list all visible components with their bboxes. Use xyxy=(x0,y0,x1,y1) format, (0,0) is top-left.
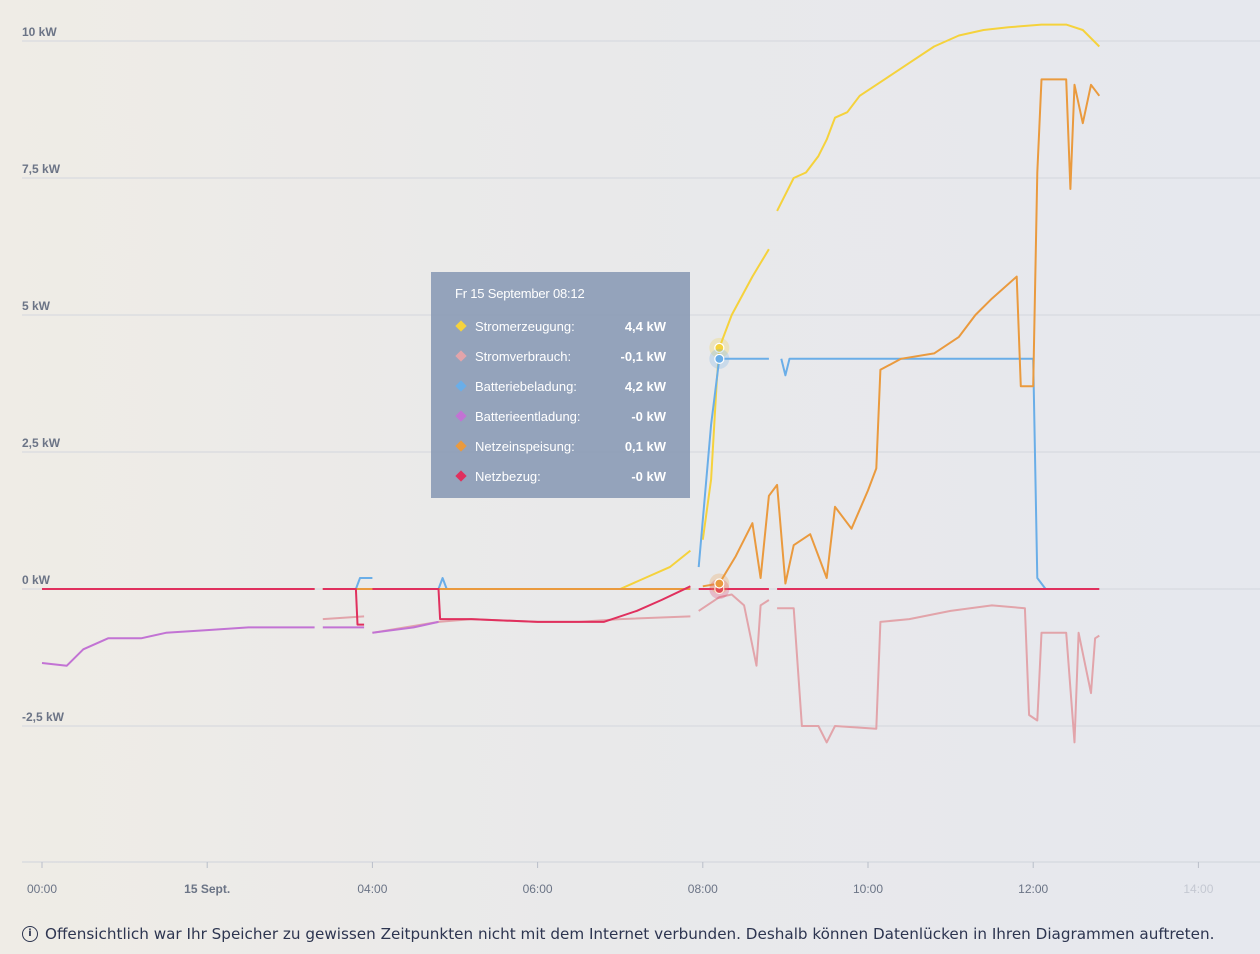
legend-diamond-icon xyxy=(455,470,467,482)
chart-svg: 10 kW 7,5 kW 5 kW 2,5 kW 0 kW -2,5 kW 00:00 15 … xyxy=(22,23,1260,896)
tooltip-label: Batterieentladung: xyxy=(475,408,581,424)
hover-point xyxy=(714,578,725,589)
tooltip-row: Batteriebeladung: 4,2 kW xyxy=(455,371,666,401)
tooltip-label: Netzbezug: xyxy=(475,468,541,484)
tooltip-value: 0,1 kW xyxy=(624,438,666,454)
tooltip-title: Fr 15 September 08:12 xyxy=(455,286,585,301)
series-line-stromverbrauch xyxy=(42,588,1100,744)
series-line-batteriebeladung xyxy=(354,357,1047,590)
legend-diamond-icon xyxy=(455,320,467,332)
legend-diamond-icon xyxy=(455,440,467,452)
hover-point xyxy=(714,342,725,353)
data-gap-note-text: Offensichtlich war Ihr Speicher zu gewis… xyxy=(45,925,1215,943)
x-tick-label: 12:00 xyxy=(1018,882,1048,896)
y-tick-label: 7,5 kW xyxy=(22,162,61,176)
legend-diamond-icon xyxy=(455,350,467,362)
tooltip-label: Batteriebeladung: xyxy=(475,378,577,394)
series-line-netzbezug xyxy=(42,585,1100,626)
x-tick-label: 00:00 xyxy=(27,882,57,896)
tooltip-rows: Stromerzeugung: 4,4 kW Stromverbrauch: -0,1… xyxy=(455,311,666,491)
tooltip-label: Stromerzeugung: xyxy=(475,318,575,334)
x-tick-label: 06:00 xyxy=(523,882,553,896)
energy-line-chart[interactable]: 10 kW 7,5 kW 5 kW 2,5 kW 0 kW -2,5 kW 00:00 15 … xyxy=(0,0,1260,920)
tooltip-value: -0 kW xyxy=(631,468,666,484)
tooltip-row: Netzbezug: -0 kW xyxy=(455,461,666,491)
tooltip-row: Stromverbrauch: -0,1 kW xyxy=(455,341,666,371)
y-tick-label: 2,5 kW xyxy=(22,436,61,450)
tooltip-row: Batterieentladung: -0 kW xyxy=(455,401,666,431)
y-tick-label: 10 kW xyxy=(22,25,57,39)
tooltip-value: -0,1 kW xyxy=(620,348,666,364)
tooltip-label: Netzeinspeisung: xyxy=(475,438,575,454)
x-tick-label: 15 Sept. xyxy=(184,882,230,896)
tooltip-value: 4,2 kW xyxy=(624,378,666,394)
info-icon: i xyxy=(22,926,38,942)
tooltip-row: Stromerzeugung: 4,4 kW xyxy=(455,311,666,341)
x-tick-label: 10:00 xyxy=(853,882,883,896)
hover-point xyxy=(714,353,725,364)
legend-diamond-icon xyxy=(455,380,467,392)
legend-diamond-icon xyxy=(455,410,467,422)
y-tick-label: 5 kW xyxy=(22,299,51,313)
tooltip-value: 4,4 kW xyxy=(624,318,666,334)
tooltip-value: -0 kW xyxy=(631,408,666,424)
tooltip-row: Netzeinspeisung: 0,1 kW xyxy=(455,431,666,461)
x-tick-label: 08:00 xyxy=(688,882,718,896)
y-tick-label: -2,5 kW xyxy=(22,710,65,724)
chart-tooltip: Fr 15 September 08:12 Stromerzeugung: 4,4… xyxy=(431,272,690,498)
x-tick-label: 04:00 xyxy=(357,882,387,896)
x-tick-label: 14:00 xyxy=(1183,882,1213,896)
data-gap-note: i Offensichtlich war Ihr Speicher zu gew… xyxy=(22,925,1260,943)
y-tick-label: 0 kW xyxy=(22,573,51,587)
series-line-batterieentladung xyxy=(41,620,439,667)
tooltip-label: Stromverbrauch: xyxy=(475,348,572,364)
